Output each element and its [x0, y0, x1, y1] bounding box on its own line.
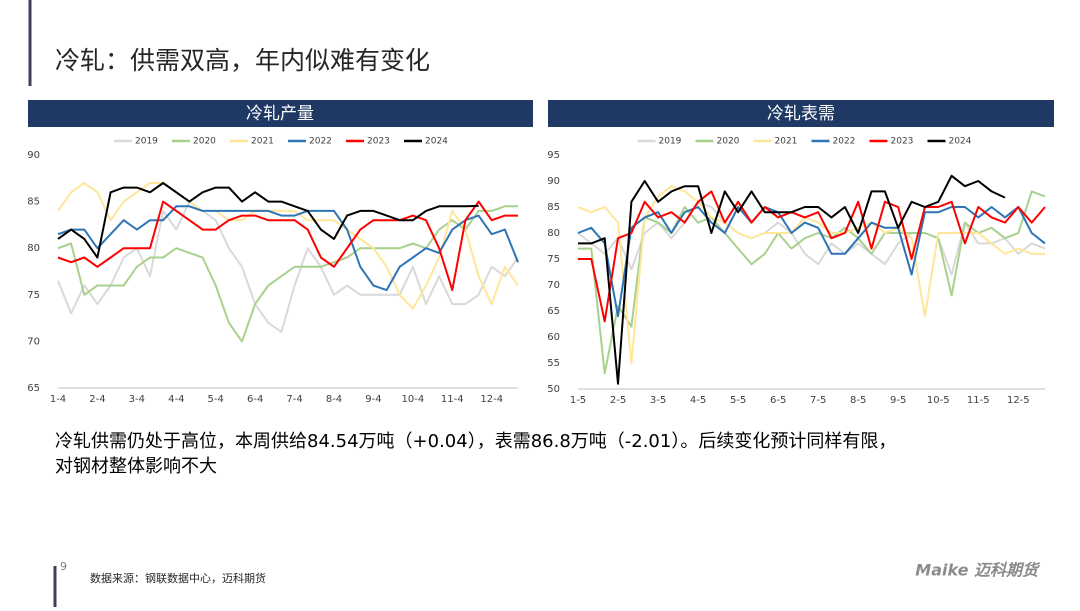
y-tick-label: 55: [547, 358, 560, 369]
x-tick-label: 2-5: [610, 395, 626, 406]
series-line: [578, 174, 1006, 385]
legend-label: 2023: [891, 137, 914, 147]
y-tick-label: 65: [27, 383, 40, 394]
y-tick-label: 65: [547, 306, 560, 317]
y-tick-label: 70: [27, 336, 40, 347]
x-tick-label: 11-5: [967, 395, 990, 406]
series-line: [577, 206, 1046, 318]
legend-label: 2024: [425, 137, 448, 147]
x-tick-label: 5-5: [730, 395, 746, 406]
y-tick-label: 75: [547, 254, 560, 265]
legend-label: 2024: [949, 137, 972, 147]
x-tick-label: 3-4: [129, 394, 145, 405]
legend-label: 2019: [659, 137, 682, 147]
x-tick-label: 4-4: [168, 394, 184, 405]
x-tick-label: 12-4: [480, 394, 503, 405]
y-tick-label: 90: [547, 176, 560, 187]
legend-label: 2022: [309, 137, 332, 147]
legend-label: 2019: [135, 137, 158, 147]
chart-header: [28, 100, 533, 127]
chart-title: 冷轧表需: [767, 104, 835, 124]
x-tick-label: 9-4: [365, 394, 381, 405]
y-tick-label: 80: [27, 243, 40, 254]
logo: Maike 迈科期货: [915, 561, 1041, 580]
x-tick-label: 10-4: [402, 394, 425, 405]
y-tick-label: 75: [27, 290, 40, 301]
y-tick-label: 50: [547, 384, 560, 395]
y-tick-label: 80: [547, 228, 560, 239]
x-tick-label: 12-5: [1007, 395, 1030, 406]
chart-header: [548, 100, 1054, 127]
x-tick-label: 8-5: [850, 395, 866, 406]
source-note: 数据来源：钢联数据中心，迈科期货: [90, 571, 266, 585]
x-tick-label: 11-4: [441, 394, 464, 405]
x-tick-label: 10-5: [927, 395, 950, 406]
series-line: [577, 200, 1046, 276]
series-line: [57, 205, 519, 292]
series-line: [57, 182, 479, 259]
page-number: 9: [60, 560, 67, 573]
y-tick-label: 85: [547, 202, 560, 213]
body-text: 冷轧供需仍处于高位，本周供给84.54万吨（+0.04），表需86.8万吨（-2…: [55, 431, 896, 452]
x-tick-label: 6-4: [247, 394, 263, 405]
slide-title: 冷轧：供需双高，年内似难有变化: [55, 46, 430, 75]
y-tick-label: 70: [547, 280, 560, 291]
x-tick-label: 1-5: [570, 395, 586, 406]
legend-label: 2020: [193, 137, 216, 147]
y-tick-label: 95: [547, 150, 560, 161]
x-tick-label: 3-5: [650, 395, 666, 406]
x-tick-label: 7-5: [810, 395, 826, 406]
legend-label: 2022: [833, 137, 856, 147]
series-line: [578, 190, 1046, 323]
legend-label: 2023: [367, 137, 390, 147]
x-tick-label: 8-4: [326, 394, 342, 405]
x-tick-label: 7-4: [286, 394, 302, 405]
legend-label: 2021: [251, 137, 274, 147]
y-tick-label: 60: [547, 332, 560, 343]
x-tick-label: 9-5: [890, 395, 906, 406]
series-line: [57, 205, 518, 343]
series-line: [57, 200, 518, 292]
x-tick-label: 5-4: [208, 394, 224, 405]
x-tick-label: 6-5: [770, 395, 786, 406]
series-line: [578, 190, 1046, 375]
series-line: [57, 200, 519, 334]
legend-label: 2021: [775, 137, 798, 147]
y-tick-label: 90: [27, 150, 40, 161]
x-tick-label: 4-5: [690, 395, 706, 406]
chart-title: 冷轧产量: [246, 104, 314, 124]
x-tick-label: 2-4: [89, 394, 105, 405]
x-tick-label: 1-4: [50, 394, 66, 405]
body-text: 对钢材整体影响不大: [55, 456, 217, 477]
legend-label: 2020: [717, 137, 740, 147]
y-tick-label: 85: [27, 197, 40, 208]
